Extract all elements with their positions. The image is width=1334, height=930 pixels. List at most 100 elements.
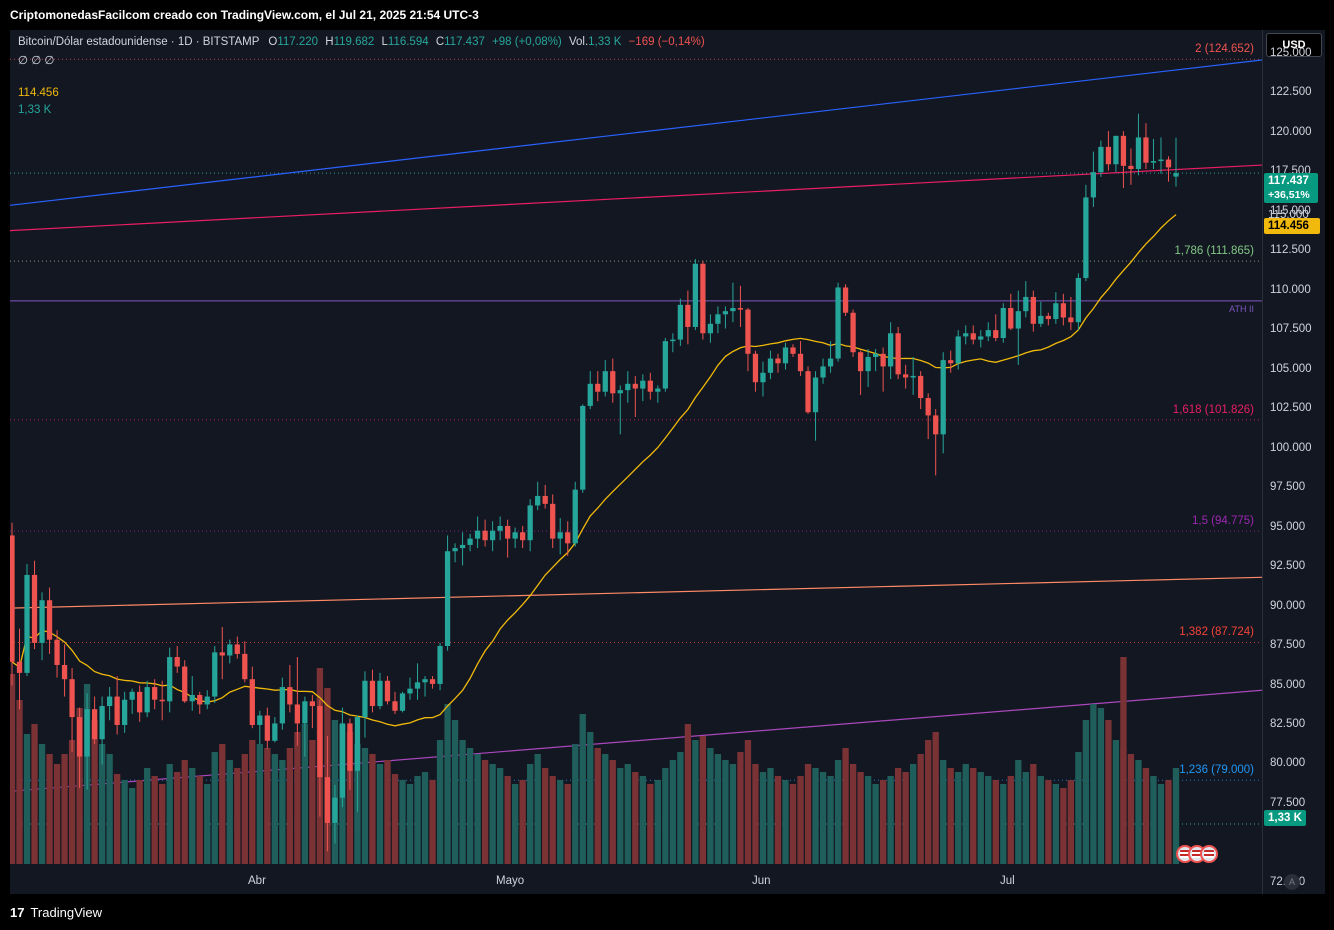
volume-bar <box>1022 772 1029 864</box>
auto-scale-button[interactable]: A <box>1284 874 1300 890</box>
moving-average-line <box>11 214 1177 727</box>
volume-bar <box>564 784 571 864</box>
candle-body <box>1053 303 1059 320</box>
volume-bar <box>511 784 519 864</box>
volume-bar <box>849 764 857 864</box>
volume-bar <box>489 764 496 864</box>
hidden-tick-label: 115.000 <box>1268 210 1309 218</box>
candle-body <box>122 699 128 725</box>
candle-body <box>1165 159 1172 168</box>
legend-change: +98 (+0,08%) <box>492 36 562 48</box>
last-price-tag: 117.437 +36,51% <box>1264 173 1318 203</box>
ma-price-tag: 114.456 <box>1264 218 1320 234</box>
candle-body <box>700 263 706 334</box>
currency-button[interactable]: USD <box>1266 33 1322 57</box>
volume-bar <box>887 776 894 864</box>
candle-body <box>242 653 248 680</box>
volume-bar <box>782 780 789 864</box>
candle-body <box>407 688 413 694</box>
legend-ohlc-row: Bitcoin/Dólar estadounidense · 1D · BITS… <box>18 36 705 48</box>
candle-body <box>587 383 593 406</box>
candle-body <box>174 657 180 667</box>
candle-body <box>505 525 511 539</box>
candle-body <box>827 358 834 367</box>
candle-body <box>655 388 661 392</box>
volume-bar <box>1150 776 1157 864</box>
volume-bar <box>925 740 932 864</box>
volume-bar <box>632 772 639 864</box>
volume-bar <box>774 776 782 864</box>
volume-bar <box>992 780 999 864</box>
volume-bar <box>970 768 977 864</box>
candle-body <box>640 380 646 389</box>
tv-brand-text: TradingView <box>30 905 103 920</box>
price-tick-label: 110.000 <box>1270 283 1311 296</box>
volume-bar <box>211 752 218 864</box>
volume-bar <box>519 780 526 864</box>
candle-body <box>76 717 83 757</box>
candle-body <box>279 687 285 724</box>
volume-bar <box>707 748 714 864</box>
volume-bar <box>1142 768 1150 864</box>
volume-bar <box>1135 760 1142 864</box>
volume-bar <box>940 760 947 864</box>
candle-body <box>182 666 188 702</box>
chart-pane[interactable] <box>10 30 1262 894</box>
legend-l-label: L <box>381 36 388 48</box>
candle-body <box>114 696 120 725</box>
last-price-change: +36,51% <box>1268 189 1310 201</box>
candle-body <box>287 687 293 705</box>
candle-body <box>677 304 683 340</box>
candle-body <box>557 532 563 539</box>
candle-body <box>257 715 263 725</box>
volume-bar <box>23 734 31 864</box>
candle-body <box>1023 296 1029 312</box>
volume-bar <box>241 754 248 864</box>
candle-body <box>497 525 503 531</box>
us-flag-event-icon[interactable] <box>1200 845 1218 863</box>
volume-bar <box>639 776 646 864</box>
volume-bar <box>669 760 677 864</box>
price-chart-svg[interactable] <box>10 30 1262 894</box>
candle-body <box>610 371 616 394</box>
volume-bar <box>752 764 759 864</box>
candle-body <box>948 360 954 364</box>
legend-vol-value: 1,33 K <box>588 36 622 48</box>
volume-bar <box>98 744 106 864</box>
candle-body <box>204 696 210 705</box>
fib-level-label: 1,236 (79.000) <box>1179 764 1254 777</box>
volume-bar <box>1000 784 1007 864</box>
volume-bar <box>894 768 902 864</box>
volume-bar <box>1105 720 1112 864</box>
candle-body <box>903 374 909 378</box>
volume-bar <box>459 740 466 864</box>
candle-body <box>752 353 759 383</box>
volume-bar <box>617 768 624 864</box>
candle-body <box>167 657 173 702</box>
candle-body <box>459 544 466 549</box>
volume-bar <box>917 754 924 864</box>
candle-body <box>302 701 308 724</box>
volume-bar <box>557 780 564 864</box>
volume-tag: 1,33 K <box>1264 810 1306 826</box>
candle-body <box>309 701 316 707</box>
candle-body <box>993 330 999 339</box>
candle-body <box>535 495 541 506</box>
volume-bar <box>496 768 504 864</box>
candle-body <box>895 333 901 375</box>
volume-bar <box>827 776 834 864</box>
volume-bar <box>834 760 842 864</box>
fib-level-label: 2 (124.652) <box>1195 43 1254 56</box>
volume-bar <box>1097 708 1105 864</box>
volume-bar <box>1127 754 1135 864</box>
volume-bar <box>729 764 737 864</box>
volume-bar <box>819 772 827 864</box>
fib-level-label: 1,786 (111.865) <box>1174 245 1255 258</box>
date-tick-label: Jul <box>1000 875 1015 887</box>
candle-body <box>129 691 135 700</box>
volume-bar <box>294 732 301 864</box>
candle-body <box>354 717 361 771</box>
legend-indicators-row[interactable]: ∅ ∅ ∅ <box>18 55 55 67</box>
volume-bar <box>159 784 166 864</box>
candle-body <box>219 652 225 656</box>
